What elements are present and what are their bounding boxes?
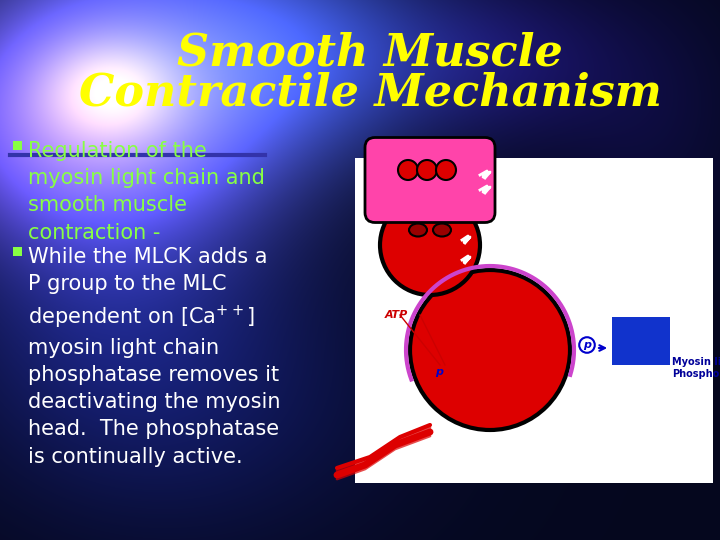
Text: While the MLCK adds a
P group to the MLC
dependent on [Ca$^{++}$]
myosin light c: While the MLCK adds a P group to the MLC… [28, 247, 281, 467]
Text: p: p [435, 367, 443, 377]
Ellipse shape [409, 224, 427, 237]
Circle shape [436, 160, 456, 180]
FancyBboxPatch shape [365, 138, 495, 222]
Text: Contractile Mechanism: Contractile Mechanism [78, 71, 662, 114]
Circle shape [380, 195, 480, 295]
Ellipse shape [433, 224, 451, 237]
Text: Regulation of the
myosin light chain and
smooth muscle
contraction -: Regulation of the myosin light chain and… [28, 141, 265, 242]
Text: Myosin light chain
Phosphorylase: Myosin light chain Phosphorylase [672, 357, 720, 380]
Circle shape [398, 160, 418, 180]
Bar [355, 158, 713, 483]
Bar [13, 141, 22, 150]
Bar [13, 247, 22, 256]
Text: ATP: ATP [385, 310, 408, 320]
Bar [612, 317, 670, 365]
Text: Smooth Muscle: Smooth Muscle [177, 31, 563, 75]
Circle shape [410, 270, 570, 430]
Text: p: p [583, 340, 591, 350]
Circle shape [417, 160, 437, 180]
